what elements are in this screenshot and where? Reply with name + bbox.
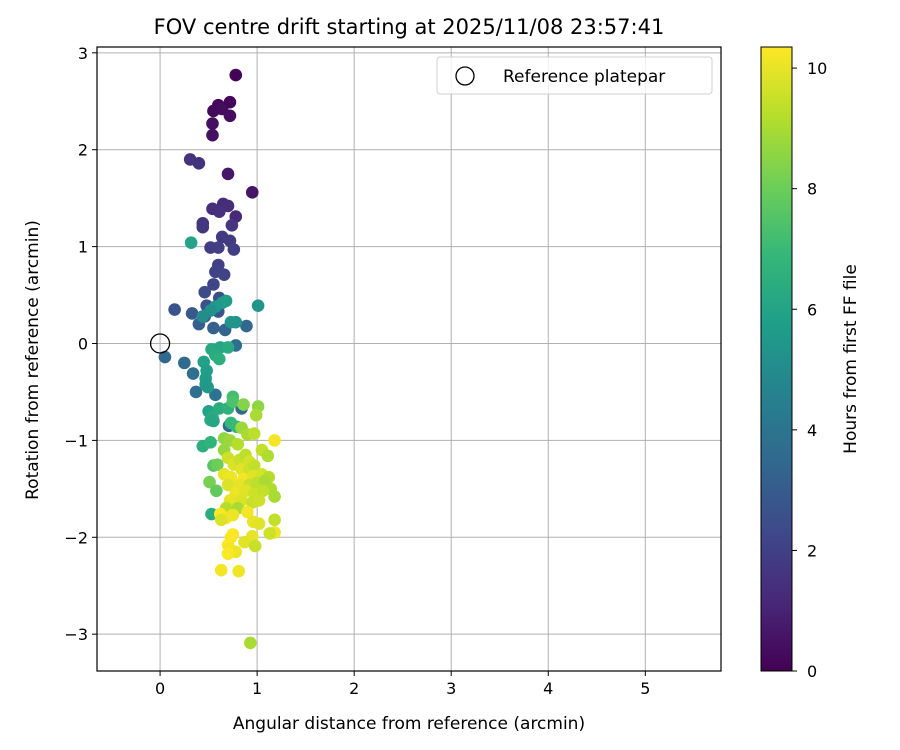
x-tick-label: 5 xyxy=(640,679,650,698)
x-tick-label: 2 xyxy=(349,679,359,698)
x-tick-label: 3 xyxy=(446,679,456,698)
data-point xyxy=(249,408,263,422)
y-tick-label: 1 xyxy=(78,238,88,257)
legend: Reference platepar xyxy=(436,56,713,95)
data-point xyxy=(247,459,261,472)
data-point xyxy=(198,285,212,299)
data-point xyxy=(221,341,235,354)
x-tick-label: 4 xyxy=(543,679,553,698)
data-point xyxy=(217,268,231,282)
data-point xyxy=(214,513,228,527)
plot-area: 0 1 2 3 4 5 −3 −2 −1 0 1 2 3 xyxy=(64,44,722,698)
data-point xyxy=(201,380,214,394)
data-point xyxy=(205,507,218,521)
data-point xyxy=(245,186,259,199)
data-point xyxy=(185,307,199,320)
data-point xyxy=(251,299,265,313)
colorbar-tick-label: 2 xyxy=(807,541,817,560)
legend-box xyxy=(436,56,713,95)
data-point xyxy=(211,458,224,471)
data-point xyxy=(196,310,210,323)
data-point xyxy=(212,352,226,366)
data-point xyxy=(256,484,270,498)
colorbar: 0 2 4 6 8 10 Hours from first FF file xyxy=(760,46,861,681)
chart-title: FOV centre drift starting at 2025/11/08 … xyxy=(154,15,665,39)
data-point xyxy=(204,436,217,449)
data-point xyxy=(221,167,235,181)
data-point xyxy=(232,564,245,578)
data-point xyxy=(268,490,281,503)
x-tick-label: 0 xyxy=(155,679,165,698)
data-point xyxy=(226,395,240,408)
data-point xyxy=(206,117,219,130)
data-point xyxy=(214,563,228,577)
y-tick-label: 3 xyxy=(78,44,88,63)
data-point xyxy=(229,68,243,82)
data-point xyxy=(237,398,250,411)
y-tick-label: 2 xyxy=(78,141,88,160)
colorbar-ticks: 0 2 4 6 8 10 xyxy=(792,59,827,681)
data-point xyxy=(207,278,220,291)
data-point xyxy=(248,539,262,553)
data-point xyxy=(210,484,223,498)
y-tick-label: 0 xyxy=(78,334,88,353)
colorbar-tick-label: 0 xyxy=(807,662,817,681)
colorbar-tick-label: 10 xyxy=(807,59,827,78)
data-point xyxy=(252,517,266,531)
data-point xyxy=(221,547,235,561)
data-point xyxy=(238,535,251,549)
legend-marker-reference xyxy=(455,66,475,86)
data-point xyxy=(244,636,257,650)
data-point xyxy=(219,294,233,308)
data-point xyxy=(212,205,226,219)
colorbar-tick-label: 8 xyxy=(807,180,817,199)
x-tick-label: 1 xyxy=(252,679,262,698)
data-point xyxy=(223,109,237,123)
x-axis-label: Angular distance from reference (arcmin) xyxy=(233,714,585,734)
data-point xyxy=(203,475,216,489)
data-point xyxy=(241,505,254,519)
data-point xyxy=(196,220,210,234)
data-point xyxy=(207,414,220,428)
data-point xyxy=(225,218,239,232)
colorbar-tick-label: 6 xyxy=(807,300,817,319)
data-point xyxy=(252,494,266,507)
data-point xyxy=(247,427,261,440)
data-point xyxy=(212,241,225,254)
legend-label-reference: Reference platepar xyxy=(503,67,665,87)
data-point xyxy=(189,385,203,399)
y-tick-label: −2 xyxy=(64,528,88,547)
data-point xyxy=(186,367,200,380)
data-point xyxy=(268,434,281,447)
data-point xyxy=(263,527,277,540)
data-point xyxy=(184,236,198,250)
data-point xyxy=(221,478,235,492)
data-point xyxy=(183,153,197,166)
data-point xyxy=(268,513,281,527)
data-point xyxy=(229,315,243,329)
data-point xyxy=(227,243,241,256)
colorbar-gradient xyxy=(760,46,793,672)
data-point xyxy=(178,356,191,370)
y-tick-label: −1 xyxy=(64,431,88,450)
data-point xyxy=(226,528,240,541)
y-tick-label: −3 xyxy=(64,625,88,644)
data-point xyxy=(158,350,172,364)
data-point xyxy=(261,449,275,463)
axes-frame xyxy=(96,46,722,672)
data-point xyxy=(212,402,226,415)
colorbar-tick-label: 4 xyxy=(807,421,817,440)
data-point xyxy=(226,508,240,522)
data-point xyxy=(240,319,253,333)
data-point xyxy=(209,388,222,402)
colorbar-label: Hours from first FF file xyxy=(841,264,861,454)
y-axis-label: Rotation from reference (arcmin) xyxy=(23,220,43,500)
data-point xyxy=(231,437,245,451)
data-point xyxy=(207,321,220,335)
data-point xyxy=(168,303,181,316)
data-point xyxy=(206,128,219,142)
reference-platepar-marker xyxy=(149,333,171,354)
